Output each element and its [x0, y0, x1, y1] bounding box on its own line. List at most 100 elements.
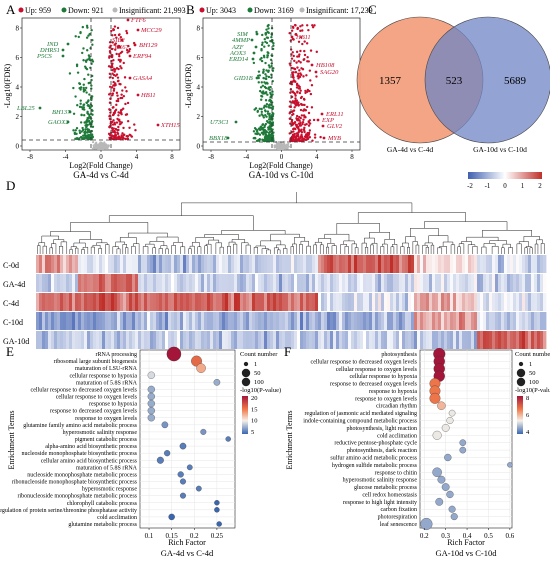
heatmap-cell	[405, 274, 409, 292]
heatmap-cell	[75, 312, 79, 330]
up-point	[111, 94, 114, 97]
heatmap-cell	[507, 293, 511, 311]
heatmap-cell	[309, 331, 313, 349]
heatmap-cell	[228, 274, 232, 292]
down-point	[260, 98, 263, 101]
heatmap-cell	[168, 274, 172, 292]
heatmap-cell	[288, 274, 292, 292]
heatmap-cell	[543, 274, 547, 292]
heatmap-cell	[471, 331, 475, 349]
heatmap-cell	[231, 293, 235, 311]
heatmap-cell	[456, 293, 460, 311]
venn-right-count: 5689	[504, 75, 527, 87]
venn-right	[424, 16, 550, 144]
heatmap-cell	[324, 331, 328, 349]
heatmap-cell	[348, 331, 352, 349]
heatmap-cell	[402, 312, 406, 330]
heatmap-cell	[462, 274, 466, 292]
down-point	[86, 128, 89, 131]
heatmap-cell	[432, 274, 436, 292]
heatmap-cell	[219, 312, 223, 330]
x-tick-label: 0.5	[484, 532, 493, 540]
heatmap-cell	[429, 274, 433, 292]
gene-label: BH129	[139, 42, 158, 49]
up-point	[297, 104, 300, 107]
heatmap-cell	[246, 312, 250, 330]
heatmap-cell	[360, 312, 364, 330]
up-point	[299, 61, 302, 64]
heatmap-row-label: GA-4d	[3, 280, 25, 289]
up-point	[296, 26, 299, 30]
gene-point	[252, 51, 256, 55]
heatmap-cell	[300, 274, 304, 292]
heatmap-cell	[81, 255, 85, 273]
gene-point	[136, 28, 140, 32]
heatmap-cell	[243, 331, 247, 349]
up-point	[303, 98, 306, 101]
up-point	[112, 127, 115, 130]
down-point	[81, 25, 85, 29]
legend-size-dot	[516, 377, 526, 387]
heatmap-cell	[264, 255, 268, 273]
heatmap-cell	[351, 293, 355, 311]
heatmap-cell	[339, 312, 343, 330]
enrichment-term: rRNA processing	[96, 352, 138, 358]
heatmap-cell	[420, 293, 424, 311]
panel-label-d: D	[6, 178, 15, 193]
heatmap-cell	[270, 255, 274, 273]
gene-point	[133, 43, 137, 47]
gene-point	[314, 70, 318, 74]
up-point	[291, 110, 294, 114]
heatmap-cell	[381, 274, 385, 292]
heatmap-cell	[111, 274, 115, 292]
down-point	[259, 126, 262, 129]
up-point	[304, 89, 307, 93]
heatmap-cell	[390, 293, 394, 311]
up-point	[122, 136, 125, 140]
up-point	[118, 54, 121, 58]
down-point	[259, 86, 263, 89]
heatmap-cell	[531, 255, 535, 273]
heatmap-cell	[36, 293, 40, 311]
ylabel-a: -Log10(FDR)	[3, 63, 12, 108]
heatmap-cell	[306, 293, 310, 311]
down-point	[264, 99, 268, 102]
enrichment-dot	[429, 392, 441, 404]
heatmap-cell	[153, 293, 157, 311]
enrichment-term: nucleoside monophosphate biosynthetic pr…	[22, 451, 138, 457]
heatmap-cell	[477, 331, 481, 349]
heatmap-cell	[303, 312, 307, 330]
gene-label: 4MMP	[232, 37, 250, 44]
insig-point	[273, 146, 276, 149]
heatmap-cell	[333, 274, 337, 292]
up-point	[300, 135, 304, 138]
heatmap-cell	[279, 293, 283, 311]
up-point	[297, 131, 300, 134]
heatmap-cell	[51, 293, 55, 311]
enrichment-term: carbon fixation	[381, 506, 418, 513]
heatmap-cell	[438, 293, 442, 311]
heatmap-cell	[120, 312, 124, 330]
heatmap-cell	[36, 255, 40, 273]
enrichment-dot	[179, 478, 186, 485]
heatmap-cell	[342, 274, 346, 292]
heatmap-cell	[270, 274, 274, 292]
heatmap-cell	[282, 331, 286, 349]
heatmap-cell	[435, 331, 439, 349]
up-point	[290, 95, 294, 99]
up-point	[295, 61, 298, 64]
heatmap-cell	[384, 255, 388, 273]
heatmap-cell	[231, 255, 235, 273]
heatmap-cell	[438, 274, 442, 292]
heatmap-cell	[309, 312, 313, 330]
heatmap-cell	[168, 331, 172, 349]
up-point	[108, 46, 111, 49]
heatmap-cell	[156, 255, 160, 273]
up-point	[121, 89, 124, 92]
heatmap-cell	[480, 255, 484, 273]
enrichment-term: maturation of LSU-rRNA	[75, 365, 138, 372]
gene-point	[61, 48, 65, 52]
heatmap-cell	[141, 293, 145, 311]
